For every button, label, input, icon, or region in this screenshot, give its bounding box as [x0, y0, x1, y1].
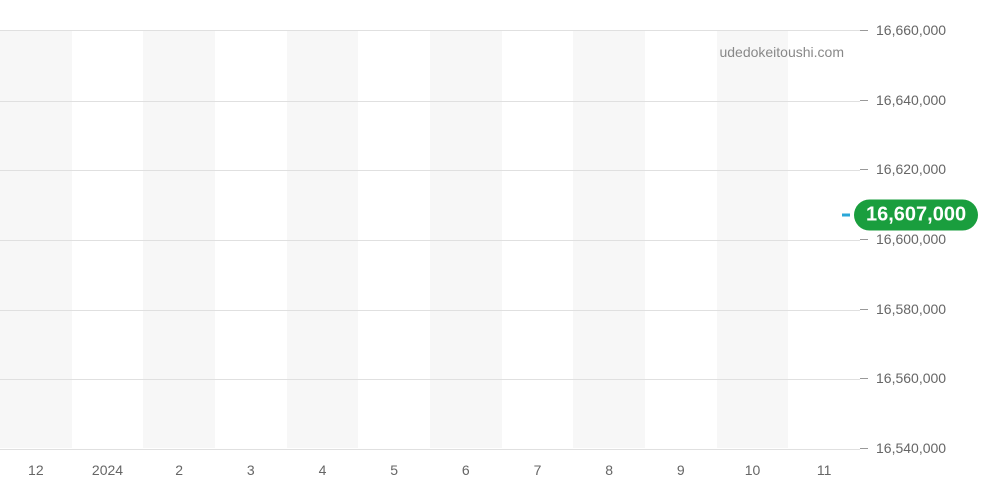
gridline — [0, 101, 860, 102]
y-tick — [860, 309, 868, 310]
current-value-marker — [842, 213, 850, 216]
y-axis-label: 16,640,000 — [876, 92, 946, 108]
y-tick — [860, 378, 868, 379]
y-axis-label: 16,560,000 — [876, 370, 946, 386]
plot-area — [0, 30, 860, 448]
x-axis-label: 2024 — [92, 462, 123, 478]
current-value-badge: 16,607,000 — [854, 199, 978, 230]
y-tick — [860, 239, 868, 240]
x-axis-label: 12 — [28, 462, 44, 478]
gridline — [0, 240, 860, 241]
y-axis-label: 16,540,000 — [876, 440, 946, 456]
y-axis-label: 16,580,000 — [876, 301, 946, 317]
x-axis-label: 8 — [605, 462, 613, 478]
x-axis-label: 11 — [817, 462, 832, 478]
gridline — [0, 449, 860, 450]
y-tick — [860, 30, 868, 31]
y-axis-label: 16,620,000 — [876, 161, 946, 177]
gridline — [0, 310, 860, 311]
y-axis-label: 16,660,000 — [876, 22, 946, 38]
x-axis-label: 5 — [390, 462, 398, 478]
x-axis-label: 4 — [319, 462, 327, 478]
x-axis-label: 7 — [534, 462, 542, 478]
gridline — [0, 170, 860, 171]
x-axis-label: 10 — [745, 462, 761, 478]
x-axis-label: 3 — [247, 462, 255, 478]
watermark: udedokeitoushi.com — [719, 44, 844, 60]
y-tick — [860, 448, 868, 449]
y-tick — [860, 100, 868, 101]
price-chart: 16,540,000 16,560,000 16,580,000 16,600,000… — [0, 0, 1000, 500]
y-axis-label: 16,600,000 — [876, 231, 946, 247]
y-tick — [860, 169, 868, 170]
x-axis-label: 9 — [677, 462, 685, 478]
x-axis-label: 6 — [462, 462, 470, 478]
gridline — [0, 379, 860, 380]
x-axis-label: 2 — [175, 462, 183, 478]
